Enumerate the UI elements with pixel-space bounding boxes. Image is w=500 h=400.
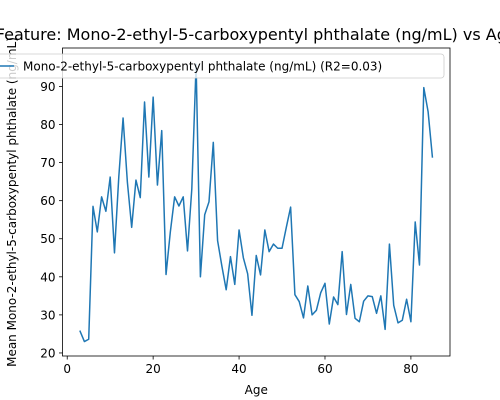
y-tick-label: 30 xyxy=(40,308,55,322)
x-axis-ticks: 0 20 40 60 80 xyxy=(63,356,419,376)
y-axis-label: Mean Mono-2-ethyl-5-carboxypentyl phthal… xyxy=(5,37,19,367)
legend-label: Mono-2-ethyl-5-carboxypentyl phthalate (… xyxy=(23,60,382,74)
x-tick-label: 20 xyxy=(146,362,161,376)
y-tick-label: 50 xyxy=(40,232,55,246)
x-tick-label: 40 xyxy=(231,362,246,376)
y-tick-label: 20 xyxy=(40,346,55,360)
x-tick-label: 80 xyxy=(403,362,418,376)
y-tick-label: 70 xyxy=(40,156,55,170)
y-tick-label: 60 xyxy=(40,194,55,208)
series-line-0 xyxy=(79,63,434,343)
x-axis-label: Age xyxy=(245,383,268,397)
series-layer xyxy=(79,63,434,343)
legend: Mono-2-ethyl-5-carboxypentyl phthalate (… xyxy=(0,53,445,79)
plot-frame xyxy=(62,47,451,357)
plot-area xyxy=(62,48,450,356)
y-axis-ticks: 20 30 40 50 60 70 80 90 xyxy=(40,80,63,360)
chart-title: Feature: Mono-2-ethyl-5-carboxypentyl ph… xyxy=(0,25,500,44)
legend-box xyxy=(0,53,445,79)
x-tick-label: 0 xyxy=(63,362,71,376)
y-tick-label: 80 xyxy=(40,118,55,132)
x-tick-label: 60 xyxy=(317,362,332,376)
y-tick-label: 40 xyxy=(40,270,55,284)
y-tick-label: 90 xyxy=(40,80,55,94)
